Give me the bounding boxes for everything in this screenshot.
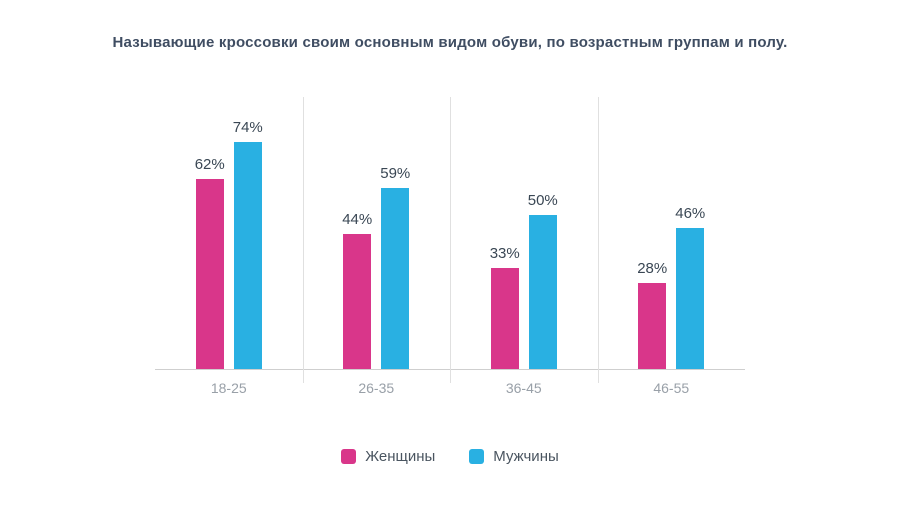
bar bbox=[195, 179, 224, 369]
bar bbox=[381, 188, 410, 369]
bar-value-label: 62% bbox=[194, 156, 225, 173]
divider-line bbox=[450, 97, 451, 383]
bar-36-45-series-1: 50% bbox=[528, 192, 558, 369]
category-labels: 18-25 26-35 36-45 46-55 bbox=[155, 380, 745, 396]
bar-group-18-25: 62% 74% bbox=[155, 97, 303, 369]
bar bbox=[638, 283, 667, 369]
bar-value-label: 59% bbox=[380, 165, 411, 182]
bar-value-label: 50% bbox=[527, 192, 558, 209]
legend-swatch bbox=[341, 449, 357, 464]
category-label-26-35: 26-35 bbox=[358, 380, 395, 396]
bar bbox=[528, 215, 557, 369]
plot-area: 62% 74% 44% 59% 33% 50% 28% 46% bbox=[155, 97, 746, 383]
legend-swatch bbox=[469, 449, 485, 464]
category-label-46-55: 46-55 bbox=[653, 380, 690, 396]
bar-18-25-series-1: 74% bbox=[233, 119, 263, 369]
legend: Женщины Мужчины bbox=[0, 448, 900, 465]
legend-item-1: Мужчины bbox=[469, 448, 559, 465]
bar-group-26-35: 44% 59% bbox=[302, 97, 451, 383]
bar-group-36-45: 33% 50% bbox=[450, 97, 598, 383]
bar bbox=[343, 234, 372, 369]
divider-line bbox=[302, 97, 304, 383]
legend-label: Женщины bbox=[365, 448, 436, 465]
bar-value-label: 74% bbox=[232, 119, 263, 136]
divider-line bbox=[597, 97, 599, 383]
bar-value-label: 46% bbox=[675, 205, 706, 222]
bar bbox=[676, 228, 705, 369]
bar bbox=[490, 268, 519, 369]
bar-value-label: 33% bbox=[489, 245, 520, 262]
category-label-36-45: 36-45 bbox=[505, 380, 542, 396]
bar-46-55-series-0: 28% bbox=[637, 260, 667, 369]
bar-value-label: 44% bbox=[342, 211, 373, 228]
bar-chart: 62% 74% 44% 59% 33% 50% 28% 46% 18-25 26-35 36-45… bbox=[155, 97, 745, 396]
bar-group-46-55: 28% 46% bbox=[597, 97, 746, 383]
category-label-18-25: 18-25 bbox=[210, 380, 247, 396]
bar-46-55-series-1: 46% bbox=[675, 205, 705, 369]
bar-value-label: 28% bbox=[637, 260, 668, 277]
chart-title: Называющие кроссовки своим основным видо… bbox=[112, 34, 788, 51]
bar-26-35-series-0: 44% bbox=[342, 211, 372, 369]
legend-label: Мужчины bbox=[493, 448, 559, 465]
bar-18-25-series-0: 62% bbox=[195, 156, 225, 369]
bar bbox=[233, 142, 262, 369]
bar-26-35-series-1: 59% bbox=[380, 165, 410, 369]
bar-36-45-series-0: 33% bbox=[490, 245, 520, 369]
legend-item-0: Женщины bbox=[341, 448, 435, 465]
